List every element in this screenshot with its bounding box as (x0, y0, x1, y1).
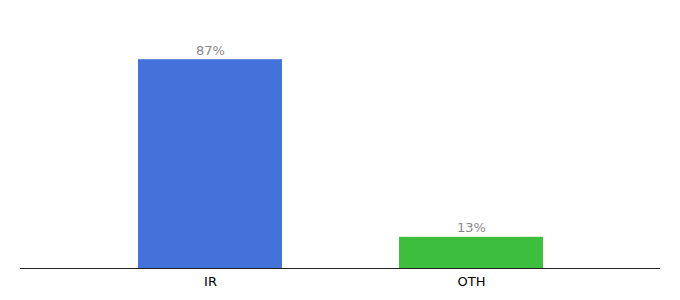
svg-text:OTH: OTH (458, 274, 486, 289)
svg-text:IR: IR (204, 274, 217, 289)
svg-text:87%: 87% (196, 43, 225, 58)
svg-text:13%: 13% (457, 220, 486, 235)
